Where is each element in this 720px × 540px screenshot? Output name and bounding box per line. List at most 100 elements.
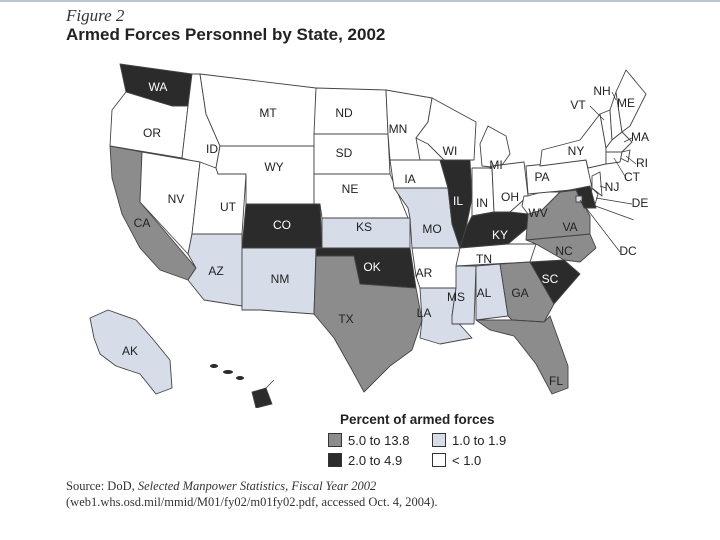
- state-label-mi: MI: [489, 158, 502, 172]
- legend-item: < 1.0: [432, 452, 482, 468]
- state-label-sd: SD: [336, 146, 353, 160]
- state-label-nh: NH: [593, 84, 610, 98]
- state-shape-oh: [491, 161, 529, 213]
- state-label-ga: GA: [511, 286, 528, 300]
- state-label-mo: MO: [422, 222, 441, 236]
- state-label-hi: HI: [274, 370, 286, 384]
- state-label-oh: OH: [501, 190, 519, 204]
- leader-line-dc: [579, 199, 621, 253]
- state-shape-wv: [521, 191, 561, 215]
- state-label-al: AL: [477, 286, 492, 300]
- state-label-sc: SC: [542, 272, 559, 286]
- state-shape-md: [559, 185, 597, 209]
- state-label-ny: NY: [568, 144, 585, 158]
- legend-label: < 1.0: [452, 452, 482, 468]
- state-label-tn: TN: [476, 252, 492, 266]
- leader-line-nj: [599, 185, 607, 189]
- state-label-nd: ND: [335, 106, 353, 120]
- leader-line-ri: [625, 155, 637, 165]
- state-shape-ia: [389, 159, 449, 193]
- leader-line-ma: [623, 137, 633, 143]
- us-choropleth-map: WA OR CA ID NV UT AZ MT WY CO NM ND SD NE KS OK TX MN IA MO…: [89, 63, 652, 408]
- state-label-or: OR: [143, 126, 161, 140]
- state-label-ca: CA: [134, 216, 151, 230]
- leader-line-md: [589, 203, 635, 221]
- figure-label: Figure 2: [66, 6, 125, 25]
- state-label-ut: UT: [220, 200, 237, 214]
- state-label-tx: TX: [338, 312, 353, 326]
- state-label-ma: MA: [631, 130, 649, 144]
- state-shape-fl: [475, 315, 569, 395]
- state-label-nv: NV: [168, 192, 185, 206]
- leader-line-ct: [613, 157, 627, 179]
- legend-label: 2.0 to 4.9: [348, 452, 403, 468]
- legend-swatch: [328, 433, 342, 447]
- state-label-wv: WV: [528, 206, 547, 220]
- state-label-mn: MN: [389, 122, 408, 136]
- leader-line-nh: [611, 91, 617, 101]
- state-label-va: VA: [562, 220, 577, 234]
- state-shape-tn: [455, 243, 537, 267]
- source-note: Source: DoD, Selected Manpower Statistic…: [66, 478, 686, 510]
- state-shape-mt: [199, 73, 317, 147]
- source-prefix: Source: DoD,: [66, 479, 138, 493]
- leader-line-vt: [589, 105, 605, 121]
- legend-swatch: [328, 453, 342, 467]
- source-publication: Selected Manpower Statistics, Fiscal Yea…: [137, 479, 377, 493]
- state-label-wa: WA: [149, 80, 168, 94]
- state-label-az: AZ: [208, 264, 223, 278]
- legend-label: 1.0 to 1.9: [452, 432, 507, 448]
- top-border: [0, 0, 720, 2]
- source-url: (web1.whs.osd.mil/mmid/M01/fy02/m01fy02.…: [66, 495, 438, 509]
- state-shape-ny: [539, 113, 607, 169]
- state-shape-ak: [89, 309, 173, 395]
- state-label-ky: KY: [492, 228, 508, 242]
- state-label-co: CO: [273, 218, 291, 232]
- state-label-me: ME: [617, 96, 635, 110]
- state-label-nc: NC: [555, 244, 573, 258]
- legend-item: 2.0 to 4.9: [328, 452, 403, 468]
- state-label-ne: NE: [342, 182, 359, 196]
- legend-item: 1.0 to 1.9: [432, 432, 507, 448]
- state-label-ct: CT: [624, 170, 641, 184]
- legend-swatch: [432, 453, 446, 467]
- state-shape-me: [615, 69, 647, 133]
- legend-title: Percent of armed forces: [340, 412, 495, 427]
- state-label-mt: MT: [259, 106, 277, 120]
- legend-item: 5.0 to 13.8: [328, 432, 410, 448]
- leader-line-hi: [263, 379, 275, 391]
- state-shape-hi: [251, 387, 273, 408]
- state-shape-wi: [415, 97, 477, 161]
- state-label-ms: MS: [447, 290, 465, 304]
- state-label-de: DE: [632, 196, 649, 210]
- state-label-ks: KS: [356, 220, 372, 234]
- state-shape-sc: [529, 259, 581, 305]
- state-label-ak: AK: [122, 344, 138, 358]
- state-label-vt: VT: [570, 98, 586, 112]
- state-label-wy: WY: [264, 160, 283, 174]
- state-shape-hi-island: [223, 370, 233, 374]
- state-label-fl: FL: [549, 374, 563, 388]
- state-label-id: ID: [206, 142, 218, 156]
- state-shape-nm: [241, 247, 317, 315]
- state-label-pa: PA: [534, 170, 549, 184]
- state-label-il: IL: [453, 194, 463, 208]
- state-label-ia: IA: [404, 172, 415, 186]
- state-label-in: IN: [476, 196, 488, 210]
- state-label-ar: AR: [416, 266, 433, 280]
- state-label-md: MD: [633, 212, 652, 226]
- state-label-wi: WI: [443, 144, 458, 158]
- legend-label: 5.0 to 13.8: [348, 432, 410, 448]
- state-label-ri: RI: [636, 156, 648, 170]
- state-shape-tx: [313, 255, 423, 393]
- leader-line-de: [595, 197, 633, 205]
- state-label-la: LA: [417, 306, 432, 320]
- figure-title: Armed Forces Personnel by State, 2002: [66, 25, 386, 44]
- state-label-nj: NJ: [605, 180, 620, 194]
- state-label-nm: NM: [271, 272, 290, 286]
- state-label-ok: OK: [363, 260, 380, 274]
- state-label-dc: DC: [619, 244, 637, 258]
- state-shape-hi-island: [236, 376, 244, 380]
- legend-swatch: [432, 433, 446, 447]
- state-shape-hi-island: [210, 364, 218, 368]
